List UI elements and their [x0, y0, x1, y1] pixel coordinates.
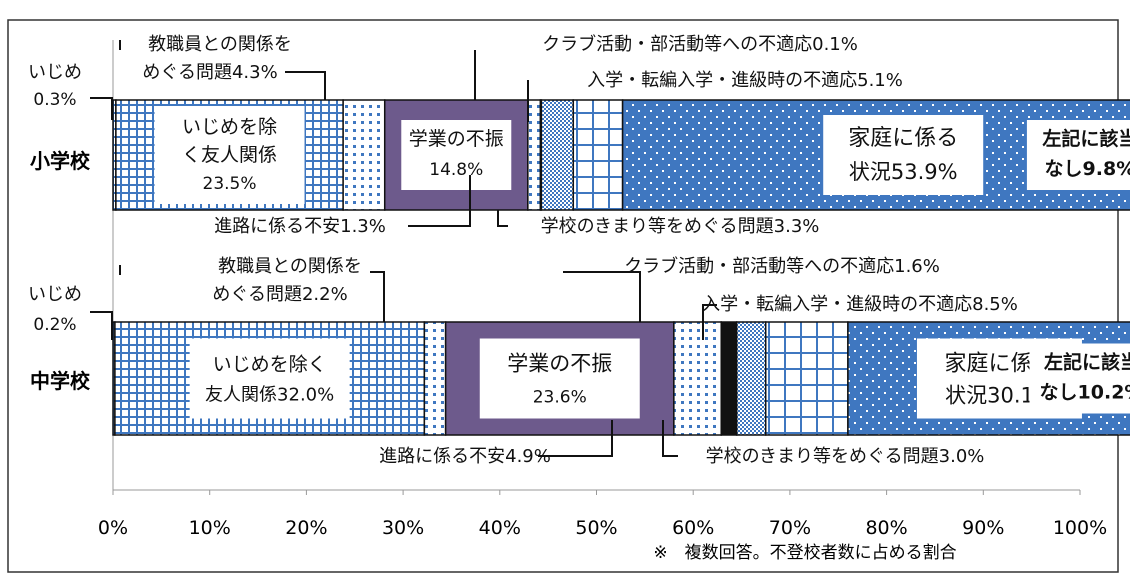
data-label: めぐる問題2.2%	[212, 284, 347, 305]
data-label: 家庭に係る	[848, 126, 958, 151]
x-tick-label: 20%	[285, 517, 327, 539]
data-label: なし10.2%	[1040, 382, 1130, 404]
leader-line	[538, 420, 613, 457]
data-label: 教職員との関係を	[148, 34, 292, 55]
x-axis: 0% 10% 20% 30% 40% 50% 60% 70% 80% 90% 100%	[98, 40, 1107, 539]
leader-line	[662, 420, 678, 457]
data-label: 0.3%	[33, 90, 76, 110]
label-box	[154, 106, 305, 204]
data-label: 友人関係32.0%	[205, 385, 334, 406]
x-tick-label: 40%	[479, 517, 521, 539]
label-box	[189, 338, 350, 419]
data-label: 23.5%	[203, 174, 257, 194]
bar-segment-elem-2	[342, 99, 386, 211]
x-tick-label: 60%	[672, 517, 714, 539]
leader-line	[497, 210, 508, 227]
data-label: 入学・転編入学・進級時の不適応8.5%	[702, 294, 1018, 315]
x-tick-label: 0%	[98, 517, 128, 539]
data-label: いじめ	[28, 62, 82, 83]
x-tick-label: 100%	[1053, 517, 1107, 539]
data-label: いじめ	[28, 284, 82, 305]
x-tick-label: 50%	[575, 517, 617, 539]
data-label: 23.6%	[533, 388, 587, 408]
leader-line	[702, 304, 717, 340]
data-label: 学業の不振	[507, 352, 612, 376]
label-box	[479, 338, 640, 419]
bar-segment-mid-5	[720, 321, 738, 436]
data-label: 進路に係る不安4.9%	[379, 446, 551, 467]
bar-segment-mid-6	[735, 321, 767, 436]
x-tick-label: 30%	[382, 517, 424, 539]
bar-segment-mid-7	[764, 321, 849, 436]
data-label: なし9.8%	[1045, 158, 1130, 180]
bar-segment-elem-7	[572, 99, 624, 211]
category-label-junior-high: 中学校	[30, 369, 91, 393]
data-label: 状況53.9%	[849, 160, 958, 184]
data-label: 進路に係る不安1.3%	[214, 216, 386, 237]
data-label: 14.8%	[429, 160, 483, 180]
label-box	[1029, 343, 1130, 414]
leader-line	[90, 97, 113, 120]
bar-segment-elem-4	[527, 99, 542, 211]
x-tick-label: 10%	[189, 517, 231, 539]
data-label: クラブ活動・部活動等への不適応0.1%	[542, 33, 858, 55]
bar-segment-mid-4	[673, 321, 722, 436]
leader-line	[370, 271, 385, 322]
footnote: ※ 複数回答。不登校者数に占める割合	[653, 543, 956, 563]
data-label: めぐる問題4.3%	[142, 62, 277, 83]
leader-line	[90, 311, 113, 340]
leader-line	[563, 271, 641, 322]
data-label: 左記に該当	[1042, 127, 1130, 150]
data-label: クラブ活動・部活動等への不適応1.6%	[624, 255, 940, 277]
bar-segment-elem-6	[540, 99, 575, 211]
data-label: 入学・転編入学・進級時の不適応5.1%	[587, 70, 903, 91]
outer-border	[7, 19, 1119, 573]
data-label: 学校のきまり等をめぐる問題3.0%	[706, 446, 985, 467]
data-label: 左記に該当	[1044, 351, 1130, 374]
leader-line	[408, 175, 471, 227]
label-box	[401, 120, 512, 190]
label-box	[1026, 120, 1130, 190]
data-label: いじめを除	[182, 116, 277, 138]
x-tick-label: 90%	[962, 517, 1004, 539]
label-box	[823, 115, 984, 195]
data-label: 学校のきまり等をめぐる問題3.3%	[541, 216, 820, 237]
category-label-elementary: 小学校	[30, 149, 91, 173]
data-label: 教職員との関係を	[218, 256, 362, 277]
data-label: 0.2%	[33, 315, 76, 335]
data-label: 学業の不振	[409, 128, 504, 150]
bar-segment-mid-2	[423, 321, 447, 436]
data-label: いじめを除く	[213, 354, 327, 376]
data-label: く友人関係	[182, 144, 277, 166]
x-tick-label: 80%	[865, 517, 907, 539]
leader-line	[285, 71, 326, 100]
x-tick-label: 70%	[769, 517, 811, 539]
